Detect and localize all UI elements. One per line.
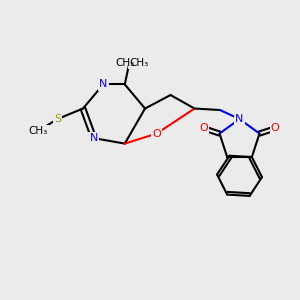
Text: S: S bbox=[54, 114, 61, 124]
Text: N: N bbox=[90, 133, 98, 143]
Text: O: O bbox=[152, 129, 161, 139]
Text: CH₃: CH₃ bbox=[129, 58, 148, 68]
Text: N: N bbox=[235, 114, 244, 124]
Text: O: O bbox=[271, 123, 280, 134]
Text: O: O bbox=[200, 123, 208, 134]
Text: N: N bbox=[99, 80, 107, 89]
Text: CH₃: CH₃ bbox=[115, 58, 134, 68]
Text: CH₃: CH₃ bbox=[28, 126, 48, 136]
